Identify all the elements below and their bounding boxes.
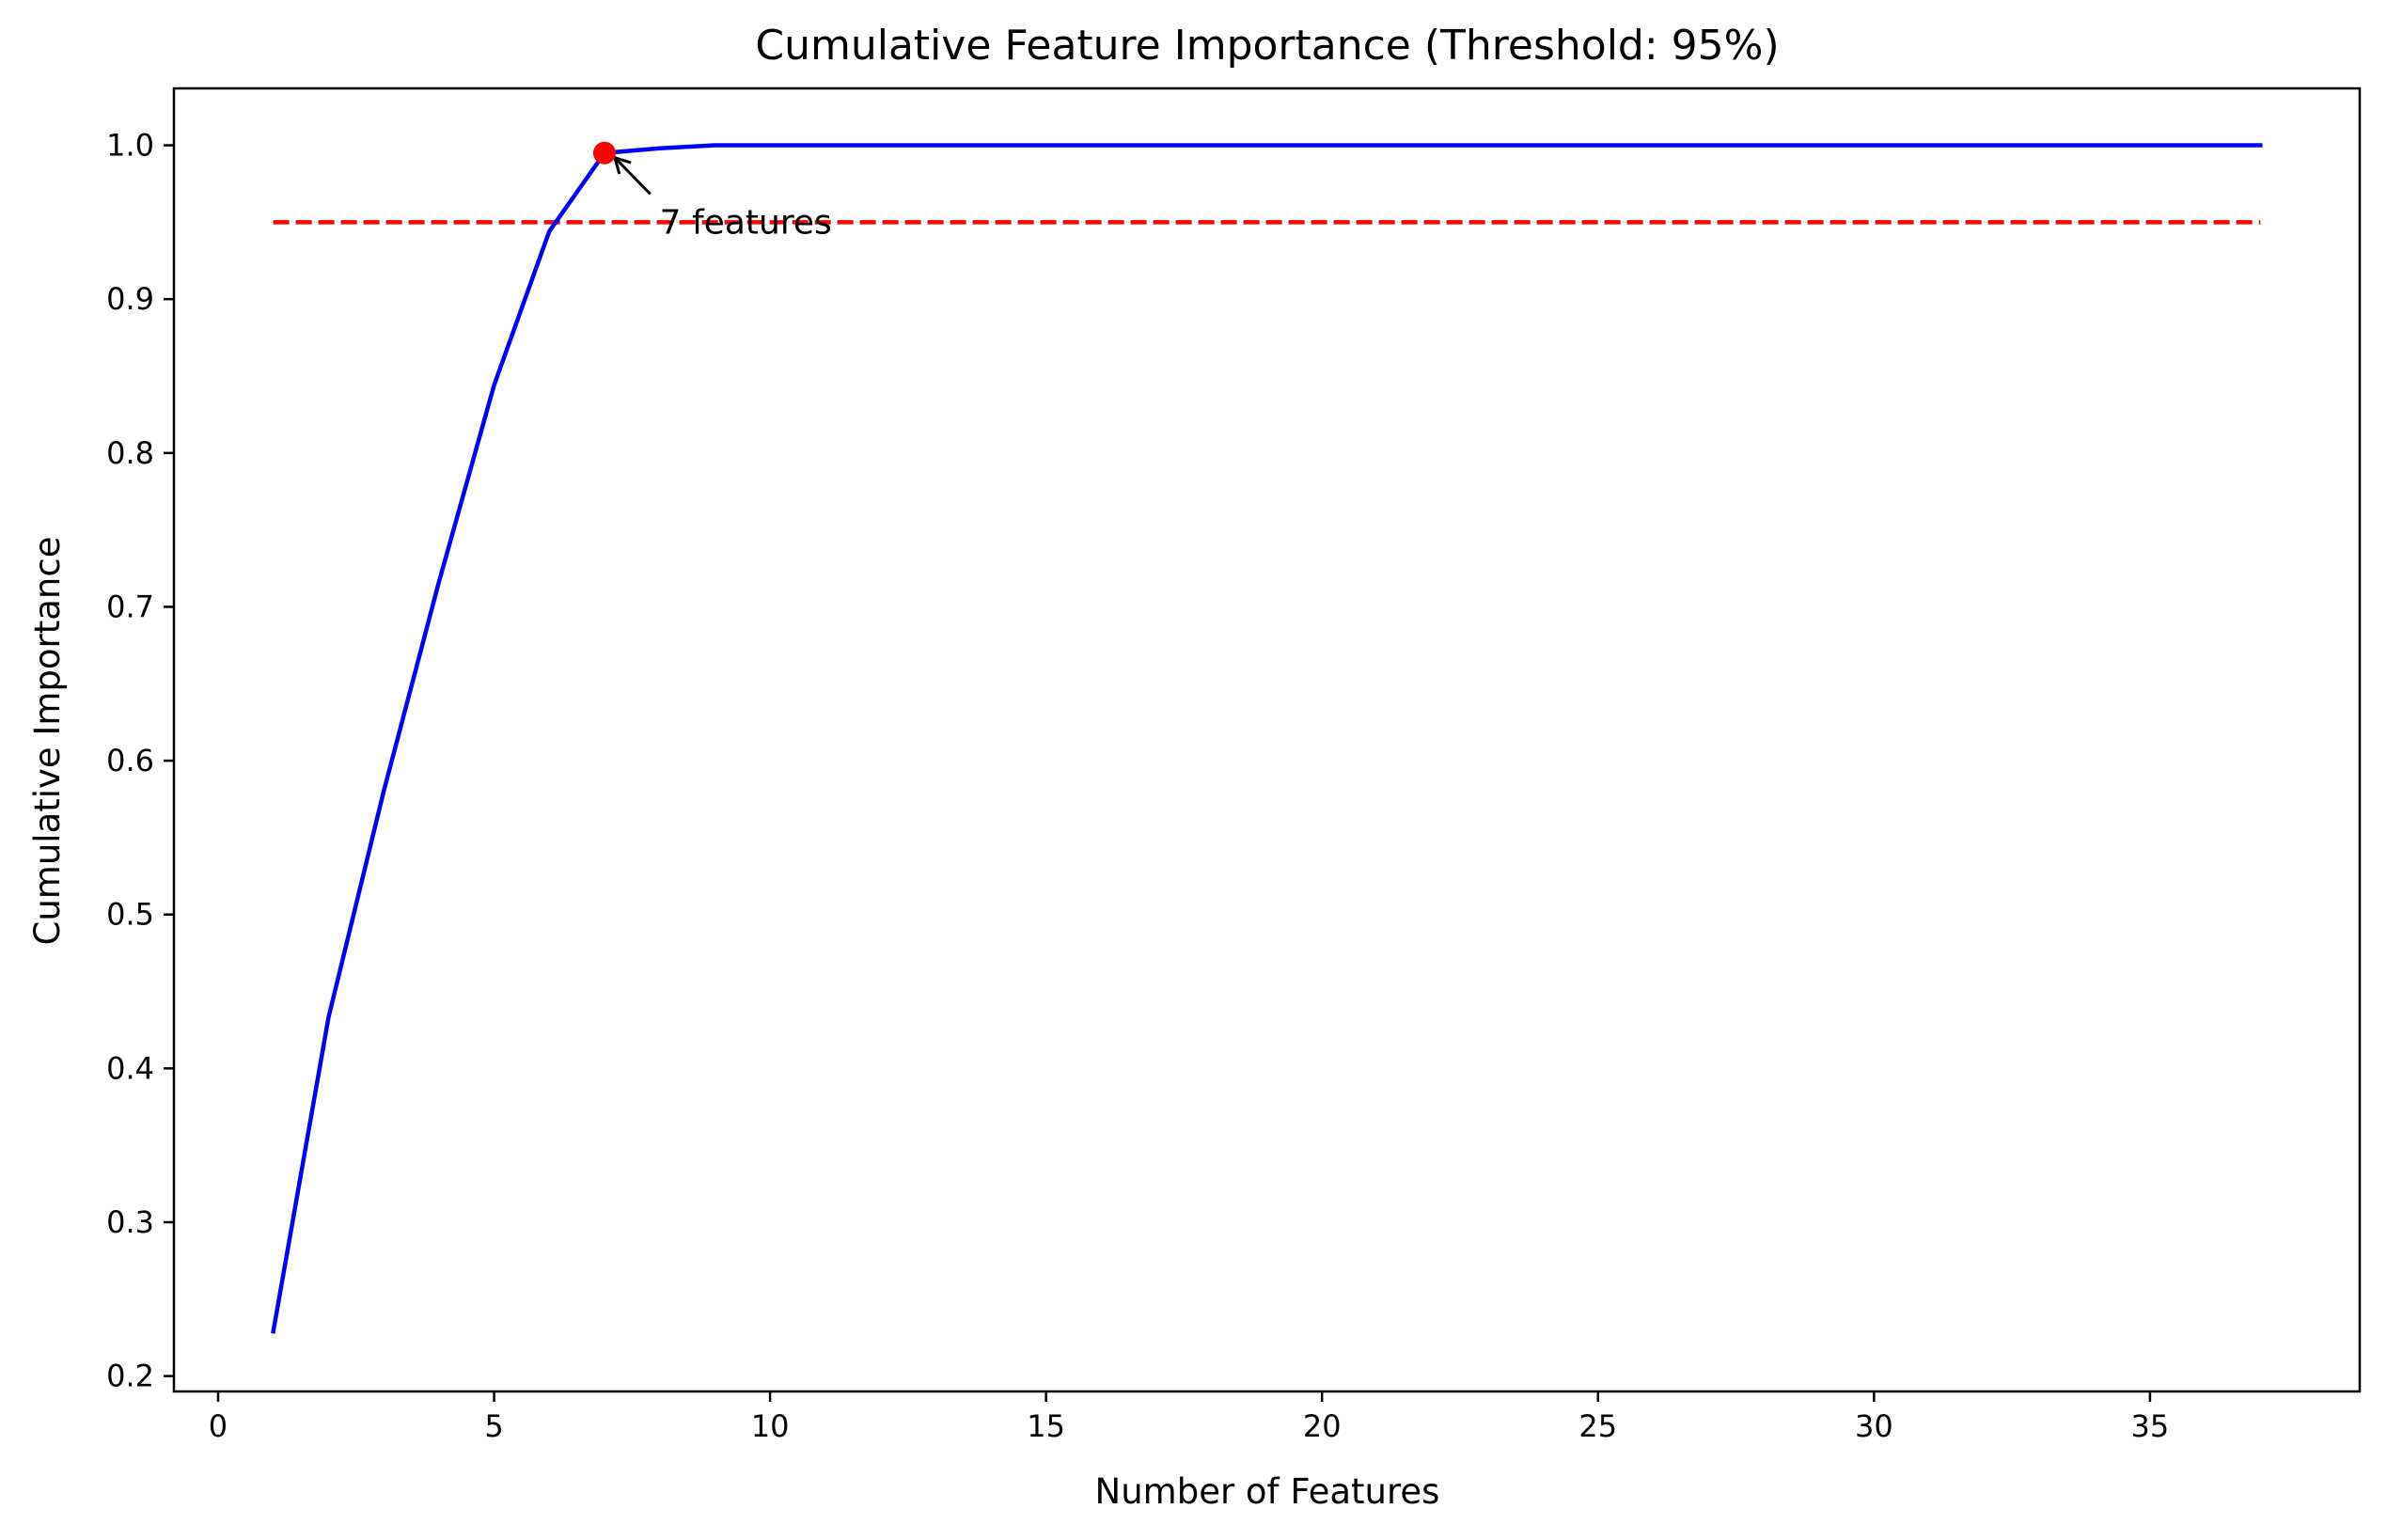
annotation-arrow-head bbox=[612, 155, 632, 175]
y-tick-label: 1.0 bbox=[106, 128, 154, 164]
y-tick-label: 0.6 bbox=[106, 743, 154, 778]
annotation-arrow-shaft bbox=[613, 156, 652, 196]
y-tick-label: 0.7 bbox=[106, 589, 154, 624]
y-tick-label: 0.2 bbox=[106, 1359, 154, 1394]
x-tick-label: 30 bbox=[1855, 1408, 1893, 1444]
x-tick-label: 25 bbox=[1578, 1408, 1617, 1444]
y-tick-label: 0.9 bbox=[106, 281, 154, 317]
x-tick-label: 15 bbox=[1027, 1408, 1065, 1444]
y-tick-label: 0.3 bbox=[106, 1204, 154, 1240]
chart-title: Cumulative Feature Importance (Threshold… bbox=[755, 22, 1779, 70]
highlight-point bbox=[592, 141, 616, 165]
y-tick-label: 0.4 bbox=[106, 1050, 154, 1086]
y-tick-label: 0.8 bbox=[106, 435, 154, 471]
x-tick-label: 5 bbox=[484, 1408, 503, 1444]
axes-frame bbox=[172, 86, 2362, 1393]
y-axis-label: Cumulative Importance bbox=[27, 537, 68, 946]
x-tick-label: 35 bbox=[2131, 1408, 2170, 1444]
x-axis-label: Number of Features bbox=[1095, 1471, 1440, 1512]
plot-area: 7 features 0 5 10 15 20 25 30 35 0.2 0.3 0.4 0.5 0.6 0… bbox=[106, 86, 2362, 1444]
x-tick-label: 10 bbox=[751, 1408, 790, 1444]
x-tick-label: 20 bbox=[1303, 1408, 1342, 1444]
y-tick-label: 0.5 bbox=[106, 897, 154, 933]
x-tick-label: 0 bbox=[209, 1408, 228, 1444]
annotation-label: 7 features bbox=[660, 203, 832, 242]
